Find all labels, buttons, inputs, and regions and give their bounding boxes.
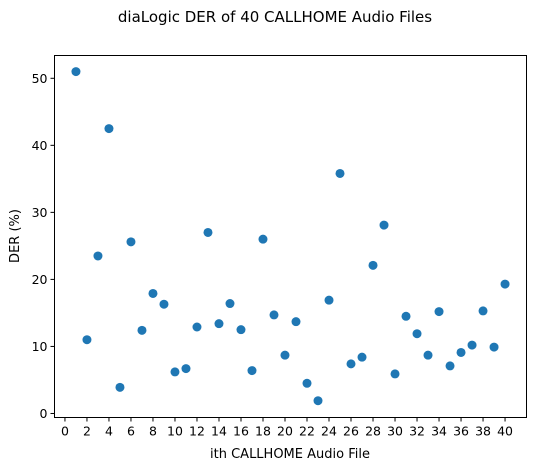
data-point [181,364,191,374]
x-tick-label: 30 [387,424,403,439]
x-tick-label: 8 [149,424,157,439]
data-point [324,295,334,305]
data-point [137,325,147,335]
x-tick-label: 6 [127,424,135,439]
x-tick-label: 2 [83,424,91,439]
y-tick-label: 0 [40,406,48,421]
y-axis-label: DER (%) [8,209,23,263]
data-point [368,260,378,270]
x-tick-label: 24 [321,424,337,439]
x-tick-label: 4 [105,424,113,439]
x-tick-label: 10 [167,424,183,439]
data-point [214,319,224,329]
data-point [247,366,257,376]
data-point [258,234,268,244]
data-point [104,124,114,134]
data-point [445,361,455,371]
data-point [313,396,323,406]
data-point [269,310,279,320]
data-point [280,350,290,360]
x-tick-label: 16 [233,424,249,439]
x-tick-label: 14 [211,424,227,439]
y-tick-label: 40 [32,138,48,153]
y-tick-label: 50 [32,71,48,86]
data-point [148,288,158,298]
data-point [71,67,81,77]
data-point [434,307,444,317]
data-point [500,279,510,289]
x-tick-label: 12 [189,424,205,439]
scatter-points [71,67,510,406]
x-tick-label: 26 [343,424,359,439]
x-tick-label: 28 [365,424,381,439]
data-point [126,237,136,247]
y-tick-label: 20 [32,272,48,287]
x-tick-label: 40 [497,424,513,439]
x-axis-label: ith CALLHOME Audio File [210,447,370,462]
x-tick-label: 0 [61,424,69,439]
y-tick-label: 30 [32,205,48,220]
x-axis-ticks: 0 2 4 6 8 10 12 14 16 18 20 22 24 26 28 30 32 34 36 38 40 [61,417,513,439]
data-point [170,367,180,377]
data-point [82,335,92,345]
data-point [203,227,213,237]
data-point [302,378,312,388]
y-tick-label: 10 [32,339,48,354]
x-tick-label: 34 [431,424,447,439]
x-tick-label: 36 [453,424,469,439]
chart-title: diaLogic DER of 40 CALLHOME Audio Files [118,8,432,26]
plot-frame [54,55,527,418]
data-point [456,347,466,357]
data-point [467,340,477,350]
x-tick-label: 20 [277,424,293,439]
data-point [225,299,235,309]
data-point [291,317,301,327]
data-point [489,342,499,352]
data-point [401,311,411,321]
data-point [335,168,345,178]
data-point [423,350,433,360]
data-point [159,299,169,309]
y-axis-ticks: 0 10 20 30 40 50 [32,71,55,421]
x-tick-label: 38 [475,424,491,439]
data-point [379,220,389,230]
x-tick-label: 18 [255,424,271,439]
data-point [346,359,356,369]
x-tick-label: 22 [299,424,315,439]
data-point [357,352,367,362]
data-point [478,306,488,316]
x-tick-label: 32 [409,424,425,439]
data-point [390,369,400,379]
data-point [93,251,103,261]
data-point [192,322,202,332]
data-point [115,382,125,392]
data-point [412,329,422,339]
data-point [236,325,246,335]
